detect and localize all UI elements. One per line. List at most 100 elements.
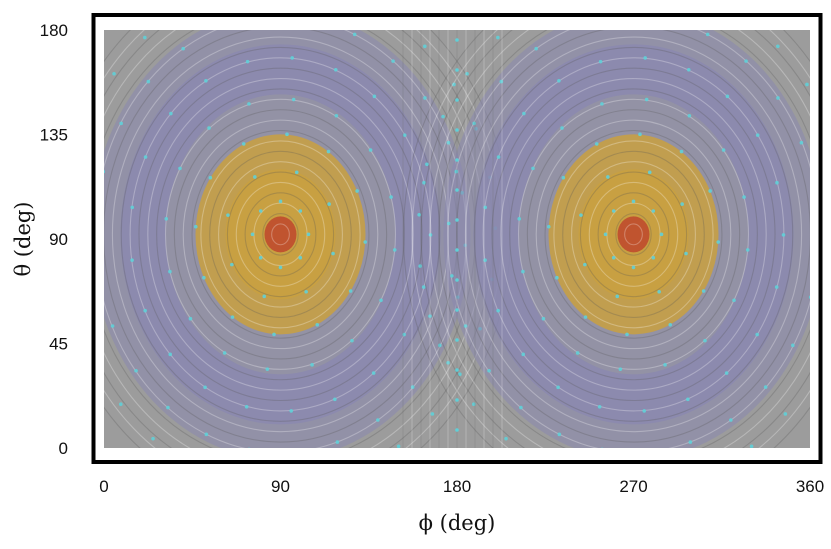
streamline [226, 171, 335, 298]
flow-marker [446, 140, 451, 145]
y-tick-label: 45 [49, 335, 68, 354]
flow-marker [763, 385, 768, 389]
flow-marker [615, 294, 620, 299]
flow-marker [455, 188, 459, 192]
flow-marker [130, 258, 134, 262]
flow-marker [644, 97, 649, 102]
flow-marker [355, 189, 359, 193]
flow-marker [379, 298, 383, 303]
flow-marker [450, 274, 454, 278]
flow-marker [455, 308, 459, 312]
flow-marker [504, 436, 508, 441]
streamline [553, 140, 714, 329]
flow-marker [708, 189, 712, 193]
flow-marker [631, 265, 636, 270]
flow-marker [334, 113, 339, 118]
streamline [411, 30, 810, 448]
flow-marker [294, 170, 299, 175]
flow-marker [143, 155, 148, 159]
flow-marker [679, 149, 684, 154]
streamline [579, 171, 688, 298]
flow-marker [166, 405, 170, 410]
flow-marker [428, 314, 432, 318]
streamline [517, 98, 750, 370]
streamline [120, 46, 441, 422]
flow-marker [143, 308, 147, 313]
flow-marker [110, 324, 115, 328]
flow-marker [688, 440, 693, 444]
flow-marker [258, 209, 263, 213]
flow-marker [611, 255, 616, 260]
flow-marker [791, 343, 795, 348]
flow-marker [245, 59, 250, 64]
flow-marker [680, 202, 684, 206]
flow-marker [423, 44, 427, 49]
flow-marker [146, 79, 151, 84]
flow-marker [729, 418, 733, 422]
flow-marker [606, 175, 610, 179]
x-tick-label: 270 [619, 477, 647, 496]
streamline [244, 192, 317, 277]
flow-marker [555, 275, 559, 280]
flow-marker [541, 316, 546, 321]
flow-marker [402, 133, 407, 137]
flow-marker [285, 132, 289, 137]
flow-marker [705, 32, 710, 37]
flow-marker [112, 71, 116, 76]
flow-marker [391, 59, 395, 63]
streamline [562, 150, 705, 318]
flow-marker [204, 432, 209, 437]
flow-marker [421, 285, 426, 289]
streamline [571, 161, 696, 308]
flow-marker [601, 447, 604, 448]
flow-marker [455, 218, 459, 222]
y-tick-label: 135 [40, 126, 68, 145]
flow-marker [151, 436, 155, 441]
flow-marker [230, 262, 234, 267]
flow-marker [465, 71, 469, 76]
flow-marker [732, 298, 736, 303]
flow-marker [272, 332, 276, 337]
flow-marker [441, 114, 445, 119]
flow-marker [118, 402, 123, 407]
flow-marker [600, 102, 604, 106]
flow-marker [371, 371, 376, 375]
flow-marker [164, 217, 169, 221]
vortex-ring [617, 216, 650, 253]
flow-marker [643, 56, 647, 60]
streamline [615, 213, 652, 256]
flow-marker [583, 315, 588, 319]
flow-marker [556, 385, 560, 390]
flow-marker [291, 97, 296, 102]
flow-marker [396, 444, 401, 448]
flow-marker [521, 269, 525, 274]
flow-marker [483, 205, 488, 210]
flow-marker [455, 68, 459, 72]
flow-marker [703, 338, 707, 343]
flow-marker [181, 46, 185, 51]
flow-marker [402, 332, 406, 337]
flow-marker [422, 180, 426, 185]
flow-marker [472, 121, 476, 126]
flow-marker [250, 232, 255, 237]
flow-marker [496, 155, 501, 159]
flow-marker [583, 480, 587, 484]
streamline [138, 67, 423, 402]
flow-marker [290, 56, 294, 60]
flow-marker [455, 428, 459, 432]
flow-marker [258, 255, 263, 260]
streamline [191, 129, 370, 339]
streamline [464, 36, 803, 433]
vortex [104, 30, 511, 448]
streamline [164, 98, 397, 370]
flow-marker [647, 170, 652, 175]
flow-marker [711, 468, 715, 472]
streamline [147, 78, 414, 391]
flow-marker [579, 213, 583, 217]
flow-marker [430, 412, 435, 416]
flow-marker [207, 126, 211, 130]
flow-marker [583, 262, 587, 267]
flow-marker [546, 224, 551, 229]
flow-marker [557, 78, 561, 83]
flow-marker [631, 199, 636, 204]
